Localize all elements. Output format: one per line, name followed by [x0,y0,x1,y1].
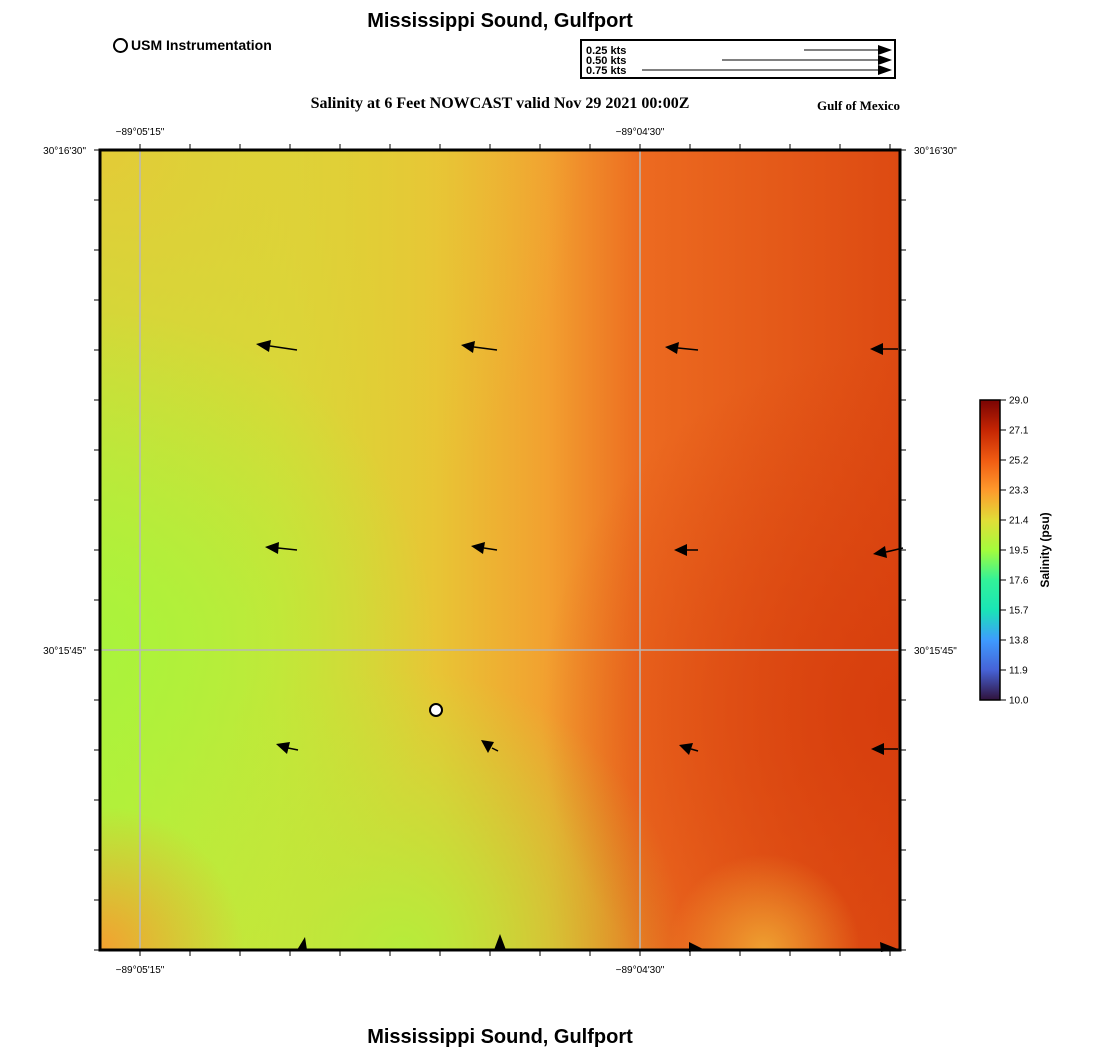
colorbar-tick-label: 21.4 [1009,516,1029,527]
colorbar-tick-label: 15.7 [1009,606,1029,617]
lon-label-top-2: −89°04'30" [616,127,665,138]
lat-label-left-1: 30°16'30" [43,146,86,157]
salinity-field [100,150,900,950]
current-vector [494,934,506,950]
vector-scale-legend: 0.25 kts 0.50 kts 0.75 kts [580,39,896,79]
colorbar-tick-label: 25.2 [1009,456,1029,467]
scale-label-050: 0.50 kts [586,55,626,67]
current-vectors [256,340,904,952]
current-vector [679,743,699,755]
lat-label-left-2: 30°15'45" [43,646,86,657]
map-subtitle: Salinity at 6 Feet NOWCAST valid Nov 29 … [310,95,690,112]
current-vector [870,343,898,355]
current-vector [871,743,898,755]
usm-station-marker[interactable] [429,703,443,717]
colorbar-ramp [979,399,1001,701]
colorbar-ticks: 29.0 27.1 25.2 23.3 21.4 19.5 17.6 15.7 13.8 11.9… [1000,396,1029,707]
salinity-colorbar: 29.0 27.1 25.2 23.3 21.4 19.5 17.6 15.7 13.8 11.9… [979,396,1052,707]
current-vector [276,742,299,754]
current-vector [256,340,298,352]
scale-arrow-050 [722,55,892,65]
salinity-map: −89°05'15" −89°04'30" −89°05'15" −89°04'… [43,127,957,976]
scale-label-025: 0.25 kts [586,45,626,57]
colorbar-tick-label: 27.1 [1009,426,1029,437]
current-vector [689,942,703,952]
region-label: Gulf of Mexico [816,98,900,113]
map-footer-title: Mississippi Sound, Gulfport [367,1026,633,1048]
colorbar-tick-label: 29.0 [1009,396,1029,407]
map-title: Mississippi Sound, Gulfport [367,10,633,32]
lon-label-top-1: −89°05'15" [116,127,165,138]
colorbar-tick-label: 17.6 [1009,576,1029,587]
colorbar-tick-label: 11.9 [1009,666,1028,677]
lat-label-right-2: 30°15'45" [914,646,957,657]
scale-arrow-075 [642,65,892,75]
current-vector [481,740,499,753]
current-vector [461,341,498,353]
current-vector [873,546,904,558]
current-vector [297,937,307,950]
current-vector [880,942,898,952]
lon-label-bottom-2: −89°04'30" [616,965,665,976]
usm-legend: USM Instrumentation [113,37,272,53]
graticule [100,150,900,950]
frame-ticks [94,144,906,956]
lat-label-right-1: 30°16'30" [914,146,957,157]
current-vector [265,542,298,554]
usm-station-icon [113,37,128,53]
colorbar-label: Salinity (psu) [1038,512,1052,587]
current-vector [471,542,498,554]
usm-legend-label: USM Instrumentation [131,37,272,53]
colorbar-tick-label: 23.3 [1009,486,1029,497]
scale-arrow-025 [804,45,892,55]
colorbar-tick-label: 13.8 [1009,636,1029,647]
current-vector [674,544,698,556]
current-vector [665,342,699,354]
colorbar-tick-label: 10.0 [1009,696,1029,707]
scale-label-075: 0.75 kts [586,65,626,77]
colorbar-tick-label: 19.5 [1009,546,1029,557]
lon-label-bottom-1: −89°05'15" [116,965,165,976]
